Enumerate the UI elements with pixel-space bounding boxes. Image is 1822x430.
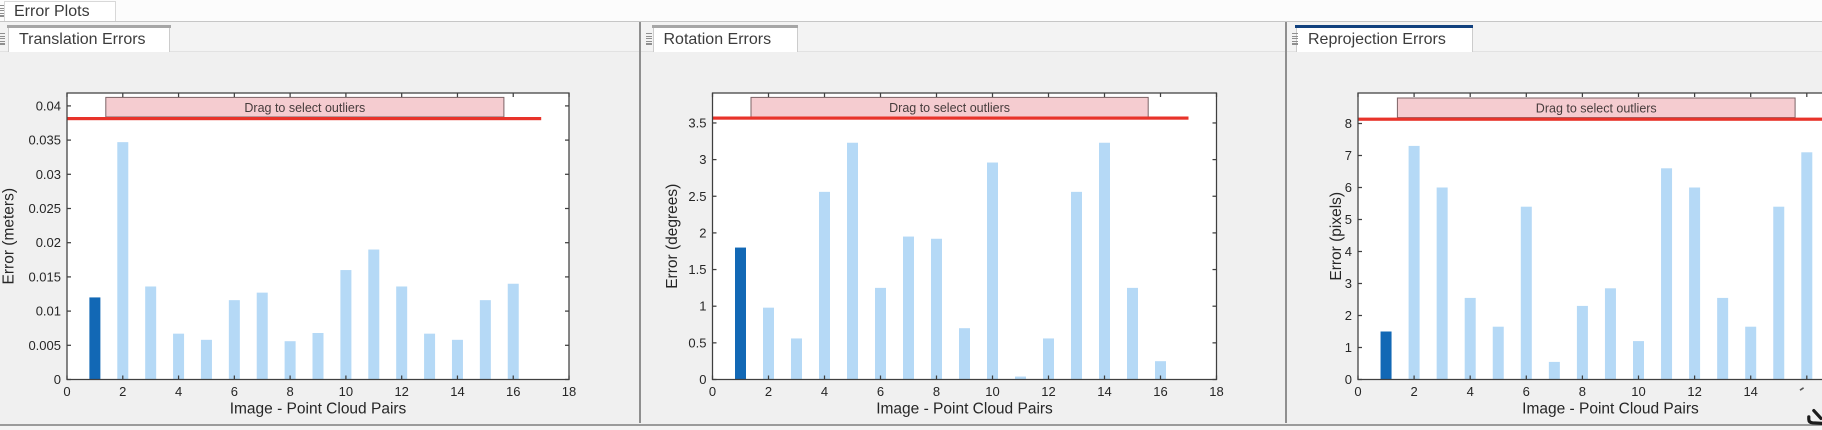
svg-text:2: 2 [699, 225, 706, 240]
svg-text:10: 10 [985, 384, 999, 399]
svg-text:Error (degrees): Error (degrees) [664, 184, 681, 289]
svg-text:8: 8 [1345, 116, 1352, 131]
svg-text:6: 6 [231, 384, 238, 399]
svg-text:2: 2 [765, 384, 772, 399]
svg-text:1: 1 [1345, 340, 1352, 355]
svg-text:0: 0 [709, 384, 716, 399]
svg-text:0: 0 [1345, 372, 1352, 387]
svg-text:10: 10 [1631, 384, 1645, 399]
svg-text:Error (meters): Error (meters) [1, 188, 18, 284]
svg-text:10: 10 [339, 384, 353, 399]
svg-text:Drag to select outliers: Drag to select outliers [889, 101, 1010, 115]
svg-text:0.005: 0.005 [28, 338, 61, 353]
svg-text:0: 0 [1354, 384, 1361, 399]
svg-text:18: 18 [562, 384, 576, 399]
svg-text:Error (pixels): Error (pixels) [1328, 192, 1345, 281]
svg-text:6: 6 [1345, 180, 1352, 195]
svg-text:1: 1 [699, 299, 706, 314]
svg-text:Image - Point Cloud Pairs: Image - Point Cloud Pairs [876, 401, 1053, 418]
svg-text:3: 3 [1345, 276, 1352, 291]
svg-text:0.025: 0.025 [28, 201, 61, 216]
svg-text:0: 0 [54, 372, 61, 387]
svg-text:0.035: 0.035 [28, 133, 61, 148]
svg-text:2: 2 [119, 384, 126, 399]
svg-text:6: 6 [1523, 384, 1530, 399]
svg-text:0.04: 0.04 [36, 98, 61, 113]
svg-text:8: 8 [933, 384, 940, 399]
svg-text:4: 4 [175, 384, 182, 399]
svg-text:2: 2 [1410, 384, 1417, 399]
svg-text:16: 16 [506, 384, 520, 399]
svg-text:12: 12 [394, 384, 408, 399]
svg-text:4: 4 [1467, 384, 1474, 399]
svg-text:0.5: 0.5 [688, 335, 706, 350]
svg-text:14: 14 [1097, 384, 1111, 399]
svg-text:12: 12 [1041, 384, 1055, 399]
svg-text:6: 6 [877, 384, 884, 399]
svg-text:0.01: 0.01 [36, 304, 61, 319]
svg-text:7: 7 [1345, 148, 1352, 163]
svg-text:3: 3 [699, 152, 706, 167]
svg-text:0.02: 0.02 [36, 235, 61, 250]
svg-text:14: 14 [1743, 384, 1757, 399]
svg-text:1.5: 1.5 [688, 262, 706, 277]
svg-text:0.03: 0.03 [36, 167, 61, 182]
svg-text:Image - Point Cloud Pairs: Image - Point Cloud Pairs [1522, 401, 1699, 418]
svg-text:2: 2 [1345, 308, 1352, 323]
svg-text:8: 8 [287, 384, 294, 399]
svg-text:14: 14 [450, 384, 464, 399]
svg-text:0: 0 [63, 384, 70, 399]
svg-text:0: 0 [699, 372, 706, 387]
svg-text:4: 4 [821, 384, 828, 399]
svg-text:3.5: 3.5 [688, 115, 706, 130]
svg-text:2.5: 2.5 [688, 189, 706, 204]
svg-text:12: 12 [1687, 384, 1701, 399]
svg-text:8: 8 [1579, 384, 1586, 399]
svg-text:18: 18 [1209, 384, 1223, 399]
svg-text:0.015: 0.015 [28, 269, 61, 284]
svg-text:Drag to select outliers: Drag to select outliers [1536, 102, 1657, 116]
svg-text:4: 4 [1345, 244, 1352, 259]
svg-text:5: 5 [1345, 212, 1352, 227]
svg-text:Image - Point Cloud Pairs: Image - Point Cloud Pairs [230, 401, 407, 418]
svg-text:Drag to select outliers: Drag to select outliers [244, 101, 365, 115]
svg-text:16: 16 [1153, 384, 1167, 399]
